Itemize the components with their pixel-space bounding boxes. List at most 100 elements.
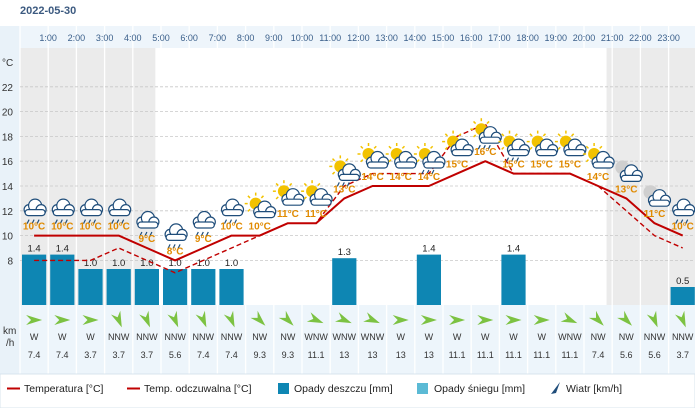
wind-arrow-icon <box>306 312 324 324</box>
hour-label: 3:00 <box>96 33 114 43</box>
temperature-label: 11°C <box>305 209 327 220</box>
wind-speed-label: 13 <box>424 350 434 360</box>
rain-cloud-icon <box>23 198 47 224</box>
wind-arrow-icon <box>392 315 409 325</box>
rain-cloud-icon <box>672 198 695 224</box>
wind-direction-label: WNW <box>304 332 328 342</box>
wind-arrow-icon <box>139 310 150 328</box>
temperature-label: 14°C <box>418 172 440 183</box>
wind-speed-label: 7.4 <box>225 350 238 360</box>
hour-label: 1:00 <box>39 33 57 43</box>
temperature-label: 16°C <box>474 147 496 158</box>
rain-label: 1.4 <box>422 244 435 255</box>
wind-direction-label: NW <box>591 332 606 342</box>
rain-bar <box>501 254 526 305</box>
hour-label: 23:00 <box>657 33 680 43</box>
wind-arrow-icon <box>111 310 122 328</box>
sun-cloud-icon <box>583 143 615 169</box>
wind-arrow-icon <box>646 310 658 328</box>
sun-rain-cloud-icon <box>413 143 446 175</box>
sun-cloud-icon <box>526 130 559 157</box>
sun-cloud-icon <box>554 130 587 157</box>
hour-label: 4:00 <box>124 33 142 43</box>
wind-arrow-icon <box>449 315 466 325</box>
legend-rain-swatch <box>278 383 289 394</box>
wind-speed-label: 11.1 <box>505 350 522 360</box>
wind-direction-label: W <box>86 332 95 342</box>
temperature-label: 14°C <box>390 172 412 183</box>
wind-direction-label: W <box>58 332 67 342</box>
wind-arrow-icon <box>363 312 380 324</box>
wind-direction-label: NNW <box>164 332 186 342</box>
hour-label: 12:00 <box>347 33 370 43</box>
wind-direction-label: NW <box>280 332 295 342</box>
legend-wind: Wiatr [km/h] <box>566 383 622 395</box>
rain-label: 1.0 <box>225 258 238 269</box>
wind-direction-label: NNW <box>193 332 215 342</box>
wind-arrow-icon <box>420 315 437 325</box>
wind-arrow-icon <box>26 315 43 325</box>
legend-snow-swatch <box>417 383 428 394</box>
rain-label: 1.0 <box>84 258 97 269</box>
wind-speed-label: 7.4 <box>28 350 41 360</box>
y-tick-label: 18 <box>2 132 14 143</box>
temperature-label: 10°C <box>249 222 271 233</box>
wind-arrow-icon <box>167 310 179 328</box>
temperature-label: 15°C <box>446 160 468 171</box>
legend-temperature: Temperatura [°C] <box>24 383 104 395</box>
wind-direction-label: W <box>396 332 405 342</box>
rain-bar <box>191 269 216 305</box>
hour-label: 20:00 <box>573 33 596 43</box>
wind-speed-label: 9.3 <box>253 350 266 360</box>
temperature-label: 14°C <box>587 172 609 183</box>
hour-label: 14:00 <box>404 33 427 43</box>
y-tick-label: 20 <box>2 108 14 119</box>
wind-speed-label: 5.6 <box>620 350 633 360</box>
hour-label: 7:00 <box>209 33 227 43</box>
sun-cloud-icon <box>301 180 333 206</box>
wind-speed-label: 3.7 <box>141 350 154 360</box>
rain-cloud-icon <box>192 210 216 237</box>
wind-arrow-icon <box>54 315 71 325</box>
y-tick-label: 14 <box>2 182 14 193</box>
wind-direction-label: WNW <box>361 332 385 342</box>
hour-label: 18:00 <box>516 33 539 43</box>
date-title: 2022-05-30 <box>20 5 77 17</box>
temperature-label: 10°C <box>51 222 73 233</box>
temperature-label: 9°C <box>195 234 212 245</box>
legend-rain: Opady deszczu [mm] <box>294 383 393 395</box>
wind-direction-label: WNW <box>333 332 357 342</box>
temperature-label: 15°C <box>531 160 553 171</box>
wind-direction-label: W <box>537 332 546 342</box>
wind-arrow-icon <box>617 310 632 326</box>
y-tick-label: 12 <box>2 207 14 218</box>
temperature-label: 8°C <box>167 246 184 257</box>
wind-speed-label: 11.1 <box>477 350 494 360</box>
hour-label: 5:00 <box>152 33 170 43</box>
rain-label: 1.0 <box>140 258 153 269</box>
wind-direction-label: NNW <box>672 332 694 342</box>
wind-direction-label: NNW <box>221 332 243 342</box>
wind-speed-label: 11.1 <box>308 350 325 360</box>
wind-unit-label: km <box>3 326 16 337</box>
y-tick-label: 10 <box>2 232 14 243</box>
wind-arrow-icon <box>533 315 550 325</box>
temperature-label: 13°C <box>333 184 355 195</box>
temperature-label: 15°C <box>559 160 581 171</box>
rain-label: 1.3 <box>338 247 351 258</box>
wind-arrow-icon <box>560 312 578 324</box>
wind-direction-label: W <box>30 332 39 342</box>
wind-speed-label: 3.7 <box>84 350 97 360</box>
wind-arrow-icon <box>588 310 604 326</box>
wind-arrow-icon <box>223 310 235 328</box>
wind-speed-label: 7.4 <box>56 350 69 360</box>
temperature-label: 11°C <box>277 209 299 220</box>
rain-label: 1.0 <box>168 258 181 269</box>
wind-speed-label: 13 <box>339 350 349 360</box>
wind-speed-label: 7.4 <box>197 350 210 360</box>
wind-speed-label: 7.4 <box>592 350 605 360</box>
wind-speed-label: 13 <box>396 350 406 360</box>
rain-bar <box>22 254 47 305</box>
wind-speed-label: 5.6 <box>648 350 661 360</box>
